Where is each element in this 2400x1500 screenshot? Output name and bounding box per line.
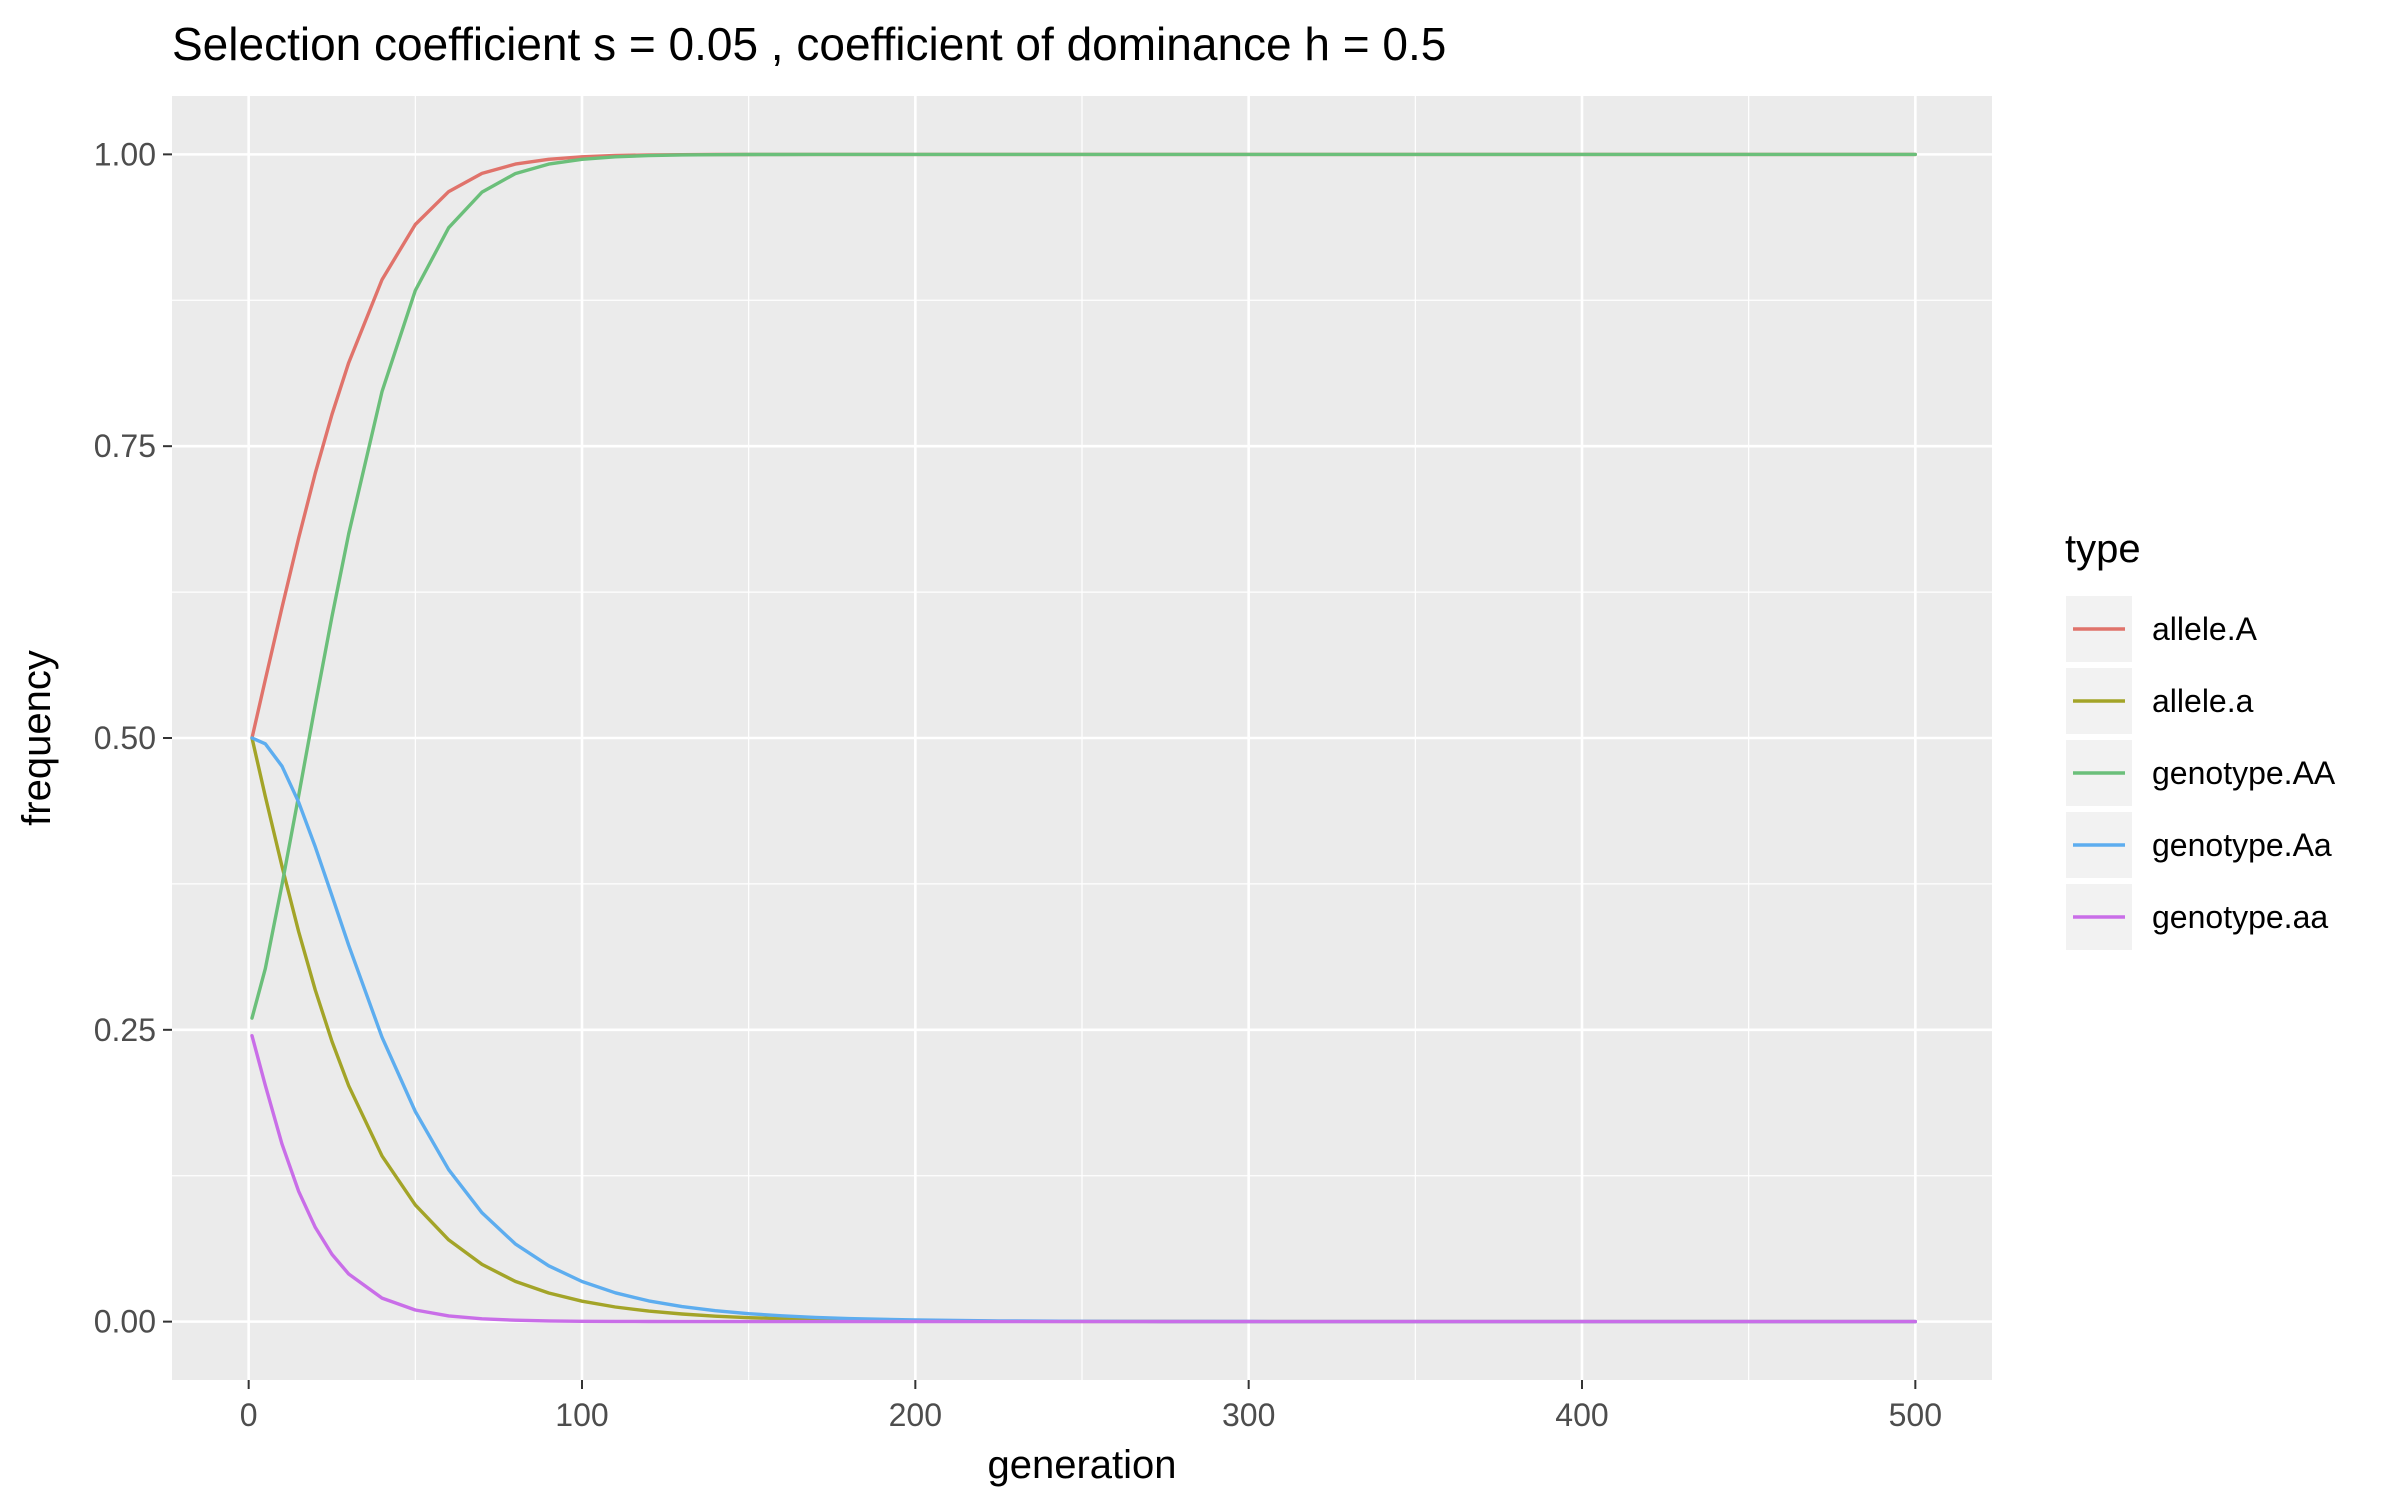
- x-tick-label: 0: [240, 1397, 258, 1433]
- legend-label-genotype-aa: genotype.Aa: [2152, 827, 2332, 863]
- legend-label-genotype-aa: genotype.aa: [2152, 899, 2328, 935]
- x-tick-label: 200: [889, 1397, 942, 1433]
- x-tick-label: 100: [555, 1397, 608, 1433]
- legend-items: allele.A allele.a genotype.AA genotype.Aa ge…: [2066, 596, 2336, 950]
- y-tick-label: 0.00: [94, 1304, 156, 1340]
- legend-label-allele-a: allele.A: [2152, 611, 2258, 647]
- legend-label-genotype-aa: genotype.AA: [2152, 755, 2336, 791]
- y-tick-label: 0.25: [94, 1012, 156, 1048]
- series-lines: [250, 152, 1917, 1324]
- y-tick-label: 0.50: [94, 720, 156, 756]
- x-axis-title: generation: [987, 1443, 1176, 1487]
- y-tick-label: 1.00: [94, 136, 156, 172]
- series-line-genotype-aa: [250, 152, 1917, 1020]
- y-axis: 0.00 0.25 0.50 0.75 1.00: [94, 136, 172, 1340]
- legend-label-allele-a: allele.a: [2152, 683, 2254, 719]
- x-tick-label: 300: [1222, 1397, 1275, 1433]
- y-axis-title: frequency: [15, 650, 59, 826]
- legend: type allele.A allele.a genotype.AA genotype…: [2065, 527, 2336, 950]
- x-tick-label: 500: [1889, 1397, 1942, 1433]
- x-axis: 0 100 200 300 400 500: [240, 1380, 1942, 1433]
- legend-title: type: [2065, 527, 2141, 571]
- y-tick-label: 0.75: [94, 428, 156, 464]
- series-line-genotype-aa: [250, 1034, 1917, 1324]
- chart-title: Selection coefficient s = 0.05 , coeffic…: [172, 18, 1446, 70]
- x-tick-label: 400: [1555, 1397, 1608, 1433]
